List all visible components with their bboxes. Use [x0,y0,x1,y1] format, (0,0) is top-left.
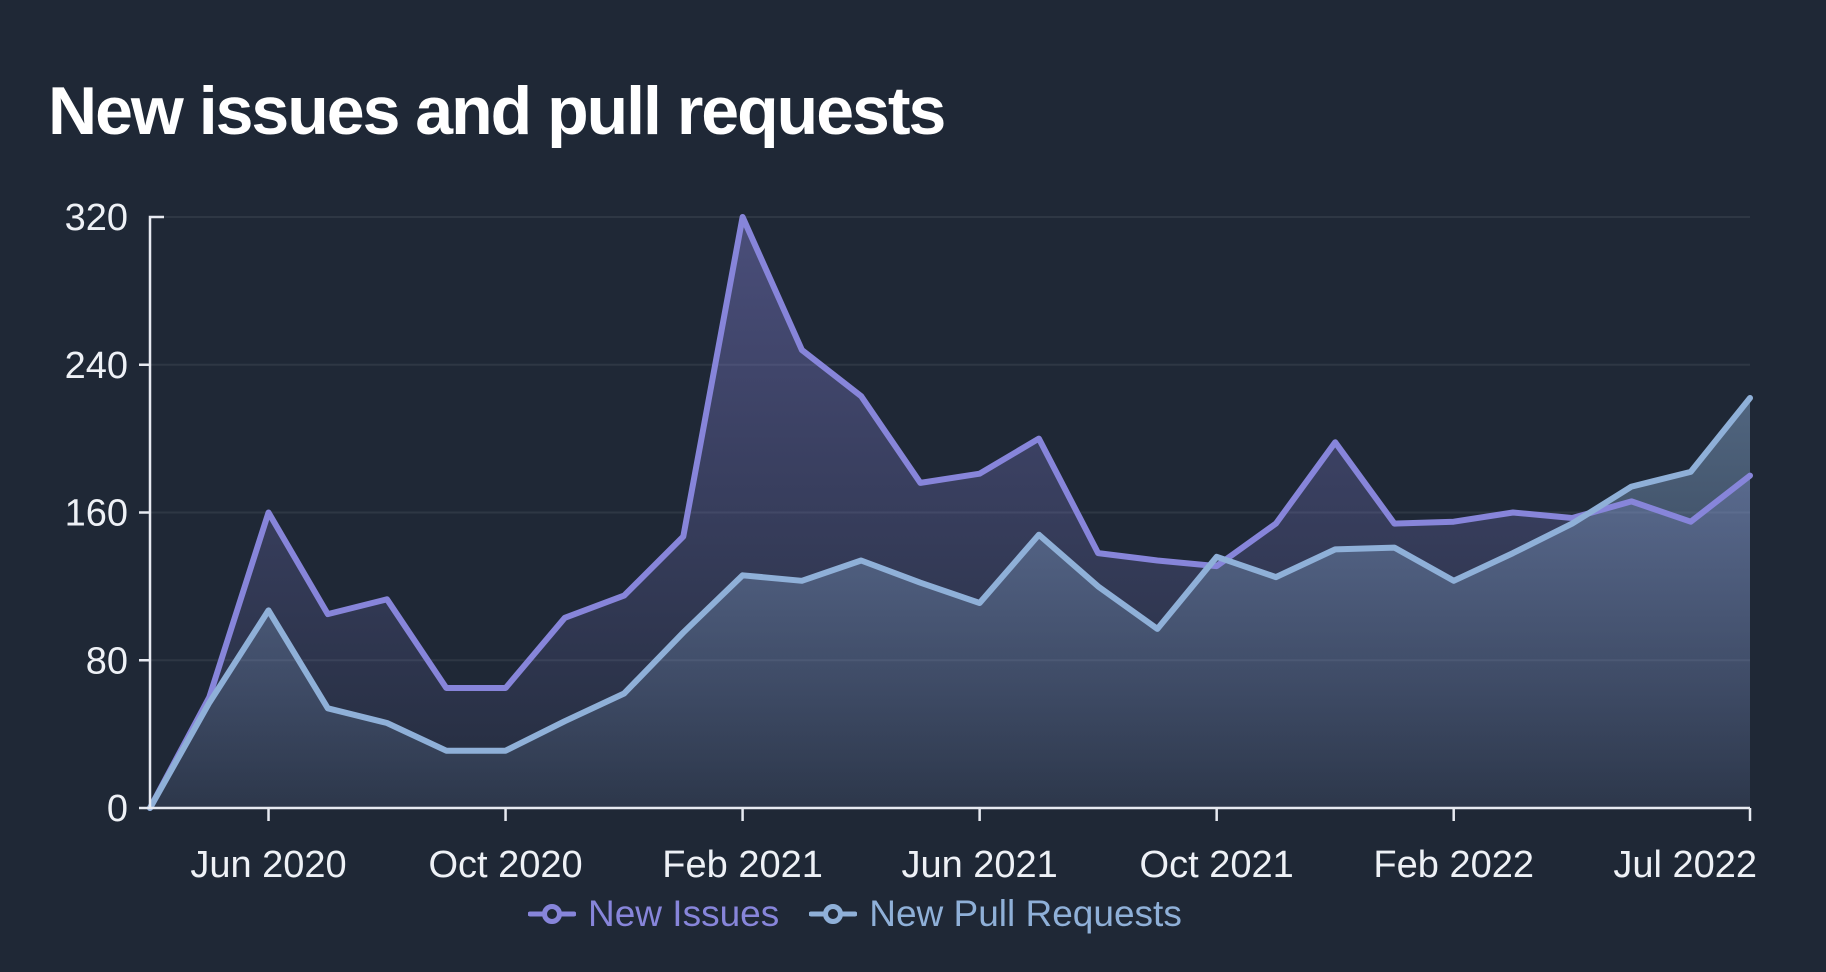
y-tick-label: 160 [65,493,128,535]
x-tick-label: Jul 2022 [1613,844,1757,886]
legend-item-new-issues: New Issues [528,893,779,935]
new-pull-requests-line [147,395,1753,811]
legend-label-new-pull-requests: New Pull Requests [869,893,1182,934]
y-tick-label: 240 [65,345,128,387]
x-tick-label: Oct 2020 [428,844,582,886]
y-tick-label: 80 [86,640,128,682]
page-title: New issues and pull requests [48,72,946,149]
legend-label-new-issues: New Issues [588,893,780,934]
legend-item-new-pull-requests: New Pull Requests [809,893,1182,935]
y-axis-line [148,215,164,808]
new-pull-requests-area [150,398,1750,808]
x-tick-label: Feb 2021 [662,844,823,886]
y-tick-label: 320 [65,197,128,239]
new-issues-line-icon [528,904,576,924]
x-tick-label: Jun 2020 [190,844,346,886]
legend: New Issues New Pull Requests [528,893,1182,935]
x-tick-label: Feb 2022 [1373,844,1534,886]
new-pull-requests-line-icon [809,904,858,924]
x-tick-label: Jun 2021 [901,844,1057,886]
x-tick-label: Oct 2021 [1140,844,1294,886]
new-issues-line [147,214,1753,811]
y-tick-label: 0 [107,788,128,830]
